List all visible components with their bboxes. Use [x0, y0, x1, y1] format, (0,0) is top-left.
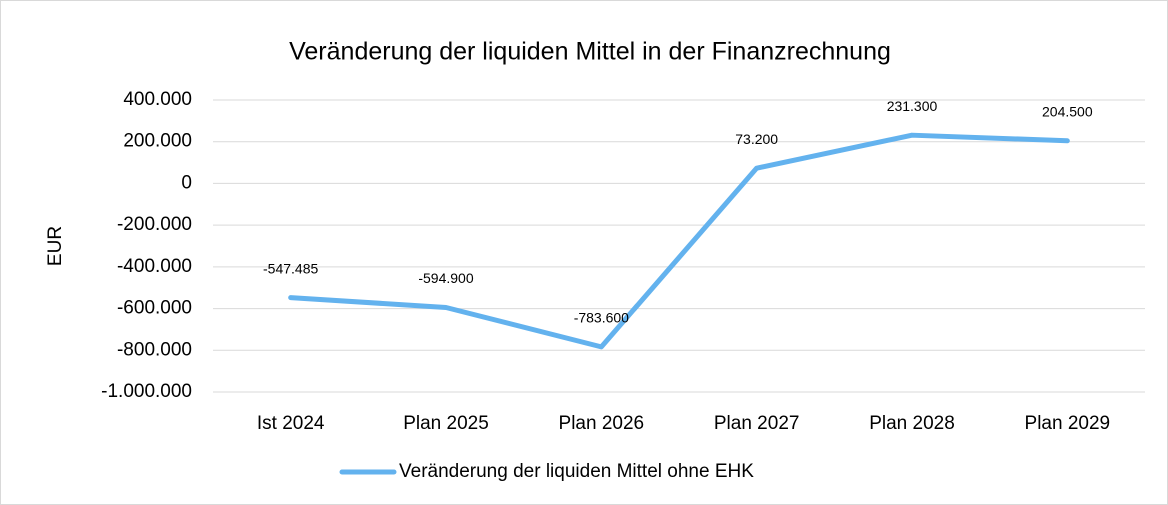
y-tick-label: 0: [181, 172, 192, 193]
x-tick-label: Plan 2025: [403, 413, 489, 434]
chart-title: Veränderung der liquiden Mittel in der F…: [289, 38, 891, 66]
x-tick-label: Plan 2029: [1025, 413, 1111, 434]
y-tick-label: -400.000: [117, 256, 192, 277]
y-tick-label: -200.000: [117, 214, 192, 235]
y-tick-label: -1.000.000: [101, 381, 192, 402]
data-label: 204.500: [1042, 103, 1093, 119]
data-label: -547.485: [263, 260, 318, 276]
x-tick-label: Ist 2024: [257, 413, 325, 434]
y-tick-label: -800.000: [117, 339, 192, 360]
data-label: -594.900: [418, 270, 473, 286]
legend-label: Veränderung der liquiden Mittel ohne EHK: [399, 461, 754, 482]
y-tick-label: 400.000: [123, 89, 192, 110]
x-tick-label: Plan 2028: [869, 413, 955, 434]
y-axis-label: EUR: [45, 226, 66, 266]
data-label: 73.200: [735, 131, 778, 147]
y-tick-label: 200.000: [123, 131, 192, 152]
data-label: 231.300: [887, 98, 938, 114]
x-tick-label: Plan 2027: [714, 413, 800, 434]
data-line: [288, 132, 1070, 350]
data-label: -783.600: [574, 310, 629, 326]
x-tick-label: Plan 2026: [559, 413, 645, 434]
y-tick-label: -600.000: [117, 298, 192, 319]
